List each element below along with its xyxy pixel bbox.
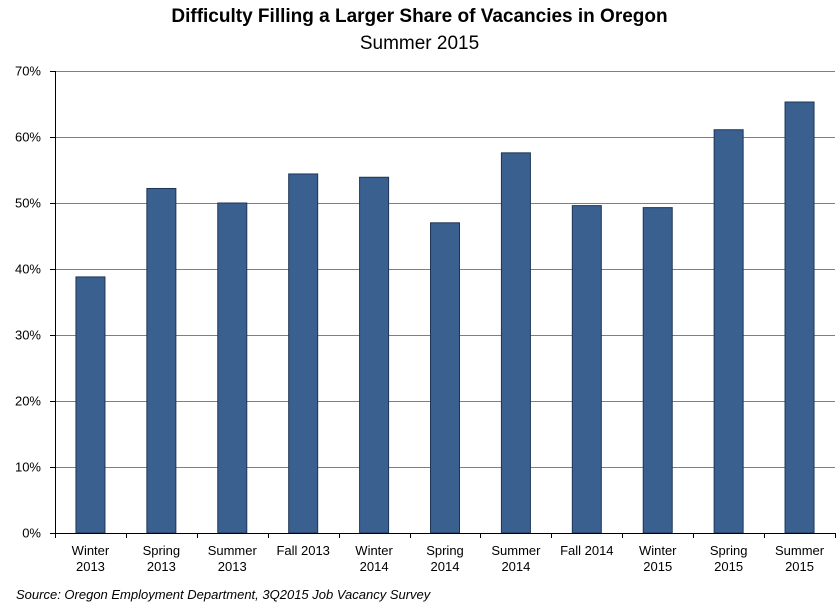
x-tick-label: Summer 2013: [208, 543, 258, 574]
x-tick-label: Winter 2015: [639, 543, 677, 574]
bar: [75, 276, 106, 534]
y-tick-label: 0%: [22, 526, 41, 541]
bar: [500, 152, 531, 534]
x-tick-label: Winter 2013: [72, 543, 110, 574]
bar: [359, 176, 390, 534]
y-tick-label: 30%: [15, 328, 41, 343]
x-tick-label: Summer 2014: [491, 543, 541, 574]
y-tick-label: 10%: [15, 460, 41, 475]
y-tick-label: 50%: [15, 196, 41, 211]
x-tick-label: Fall 2013: [276, 543, 329, 558]
chart-subtitle: Summer 2015: [359, 33, 480, 54]
source-note: Source: Oregon Employment Department, 3Q…: [16, 587, 431, 602]
y-tick-label: 40%: [15, 262, 41, 277]
x-tick-label: Summer 2015: [775, 543, 825, 574]
y-tick-label: 70%: [15, 64, 41, 79]
bar: [784, 101, 815, 534]
y-tick-label: 20%: [15, 394, 41, 409]
bar: [430, 222, 460, 534]
x-tick-label: Spring 2014: [426, 543, 464, 574]
x-tick-label: Fall 2014: [560, 543, 613, 558]
bar: [288, 173, 319, 534]
x-tick-label: Spring 2015: [710, 543, 748, 574]
bar: [713, 129, 744, 534]
bar: [642, 207, 673, 534]
bar: [217, 202, 248, 534]
x-tick-label: Spring 2013: [143, 543, 181, 574]
chart-title: Difficulty Filling a Larger Share of Vac…: [171, 6, 668, 27]
x-tick-label: Winter 2014: [355, 543, 393, 574]
bar: [571, 205, 602, 534]
y-tick-label: 60%: [15, 130, 41, 145]
bar: [146, 187, 177, 534]
